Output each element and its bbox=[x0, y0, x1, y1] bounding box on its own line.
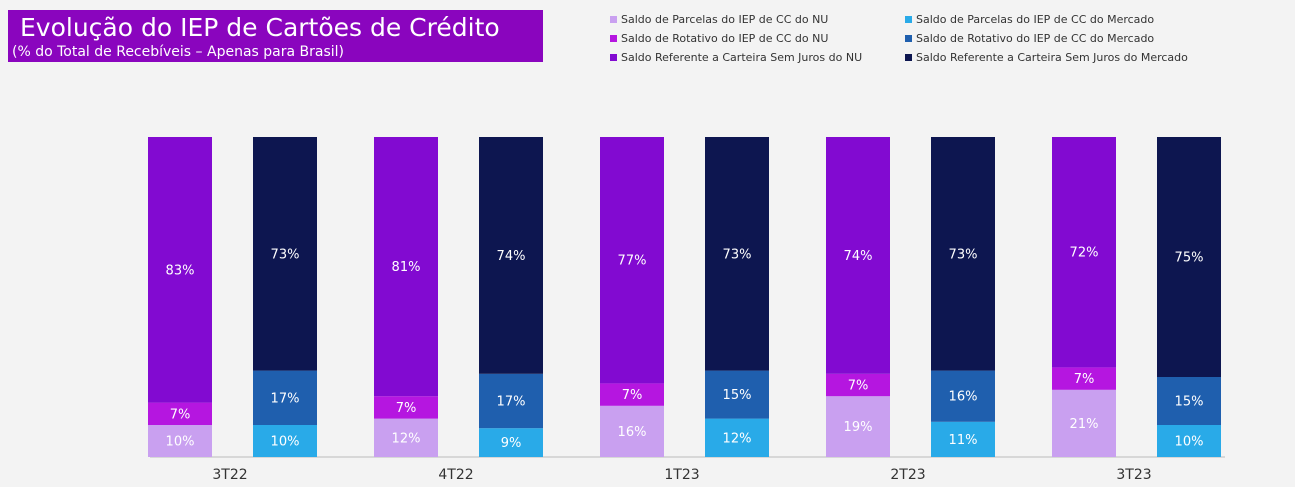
bar-segment bbox=[374, 418, 438, 457]
bar-segment bbox=[600, 383, 664, 406]
data-label: 19% bbox=[844, 420, 873, 435]
legend-label: Saldo Referente a Carteira Sem Juros do … bbox=[916, 51, 1188, 64]
x-tick-label: 1T23 bbox=[664, 467, 699, 483]
bar-segment bbox=[374, 396, 438, 419]
x-tick-label: 2T23 bbox=[890, 467, 925, 483]
legend-swatch bbox=[610, 35, 617, 42]
legend-swatch bbox=[610, 16, 617, 23]
data-label: 77% bbox=[618, 254, 647, 269]
data-label: 16% bbox=[618, 425, 647, 440]
data-label: 7% bbox=[396, 401, 417, 416]
bar-segment bbox=[826, 396, 890, 457]
data-label: 17% bbox=[271, 391, 300, 406]
chart-subtitle: (% do Total de Recebíveis – Apenas para … bbox=[12, 44, 344, 60]
data-label: 73% bbox=[271, 247, 300, 262]
data-label: 81% bbox=[392, 260, 421, 275]
bar-segment bbox=[705, 370, 769, 419]
bar-segment bbox=[931, 370, 995, 422]
bar-segment bbox=[148, 137, 212, 403]
data-label: 75% bbox=[1175, 251, 1204, 266]
bar-segment bbox=[931, 137, 995, 371]
bar-segment bbox=[705, 137, 769, 371]
legend-label: Saldo de Parcelas do IEP de CC do Mercad… bbox=[916, 13, 1154, 26]
bar-segment bbox=[148, 425, 212, 457]
bar-segment bbox=[600, 137, 664, 384]
data-label: 7% bbox=[848, 379, 869, 394]
bar-segment bbox=[479, 373, 543, 429]
bar-segment bbox=[479, 428, 543, 457]
data-label: 12% bbox=[723, 431, 752, 446]
data-label: 21% bbox=[1070, 417, 1099, 432]
title-box bbox=[8, 10, 543, 62]
bar-segment bbox=[1157, 377, 1221, 425]
bar-segment bbox=[931, 421, 995, 457]
legend-swatch bbox=[905, 54, 912, 61]
data-label: 83% bbox=[166, 263, 195, 278]
x-tick-label: 3T22 bbox=[212, 467, 247, 483]
bar-segment bbox=[374, 137, 438, 397]
data-label: 7% bbox=[170, 407, 191, 422]
data-label: 16% bbox=[949, 390, 978, 405]
data-label: 12% bbox=[392, 431, 421, 446]
bar-segment bbox=[826, 137, 890, 374]
data-label: 74% bbox=[844, 249, 873, 264]
legend-swatch bbox=[905, 35, 912, 42]
bar-segment bbox=[1157, 137, 1221, 377]
data-label: 72% bbox=[1070, 246, 1099, 261]
bar-segment bbox=[1052, 367, 1116, 390]
bar-segment bbox=[1052, 389, 1116, 457]
bar-segment bbox=[1157, 425, 1221, 457]
legend-label: Saldo de Parcelas do IEP de CC do NU bbox=[621, 13, 828, 26]
x-tick-label: 4T22 bbox=[438, 467, 473, 483]
bar-segment bbox=[1052, 137, 1116, 368]
bar-segment bbox=[479, 137, 543, 374]
data-label: 10% bbox=[166, 435, 195, 450]
data-label: 11% bbox=[949, 433, 978, 448]
data-label: 73% bbox=[949, 247, 978, 262]
data-label: 74% bbox=[497, 249, 526, 264]
data-label: 15% bbox=[723, 388, 752, 403]
x-tick-label: 3T23 bbox=[1116, 467, 1151, 483]
bar-segment bbox=[826, 373, 890, 397]
bar-segment bbox=[253, 137, 317, 371]
bar-segment bbox=[253, 425, 317, 457]
legend-label: Saldo de Rotativo do IEP de CC do NU bbox=[621, 32, 828, 45]
bar-segment bbox=[253, 370, 317, 425]
data-label: 9% bbox=[501, 436, 522, 451]
bar-segment bbox=[705, 418, 769, 457]
chart-title: Evolução do IEP de Cartões de Crédito bbox=[20, 13, 500, 42]
data-label: 7% bbox=[622, 388, 643, 403]
bar-segment bbox=[148, 402, 212, 425]
data-label: 10% bbox=[271, 435, 300, 450]
data-label: 17% bbox=[497, 395, 526, 410]
data-label: 10% bbox=[1175, 435, 1204, 450]
data-label: 7% bbox=[1074, 372, 1095, 387]
legend-swatch bbox=[610, 54, 617, 61]
data-label: 73% bbox=[723, 247, 752, 262]
legend-label: Saldo de Rotativo do IEP de CC do Mercad… bbox=[916, 32, 1154, 45]
legend-swatch bbox=[905, 16, 912, 23]
data-label: 15% bbox=[1175, 395, 1204, 410]
legend-label: Saldo Referente a Carteira Sem Juros do … bbox=[621, 51, 862, 64]
bar-segment bbox=[600, 405, 664, 457]
